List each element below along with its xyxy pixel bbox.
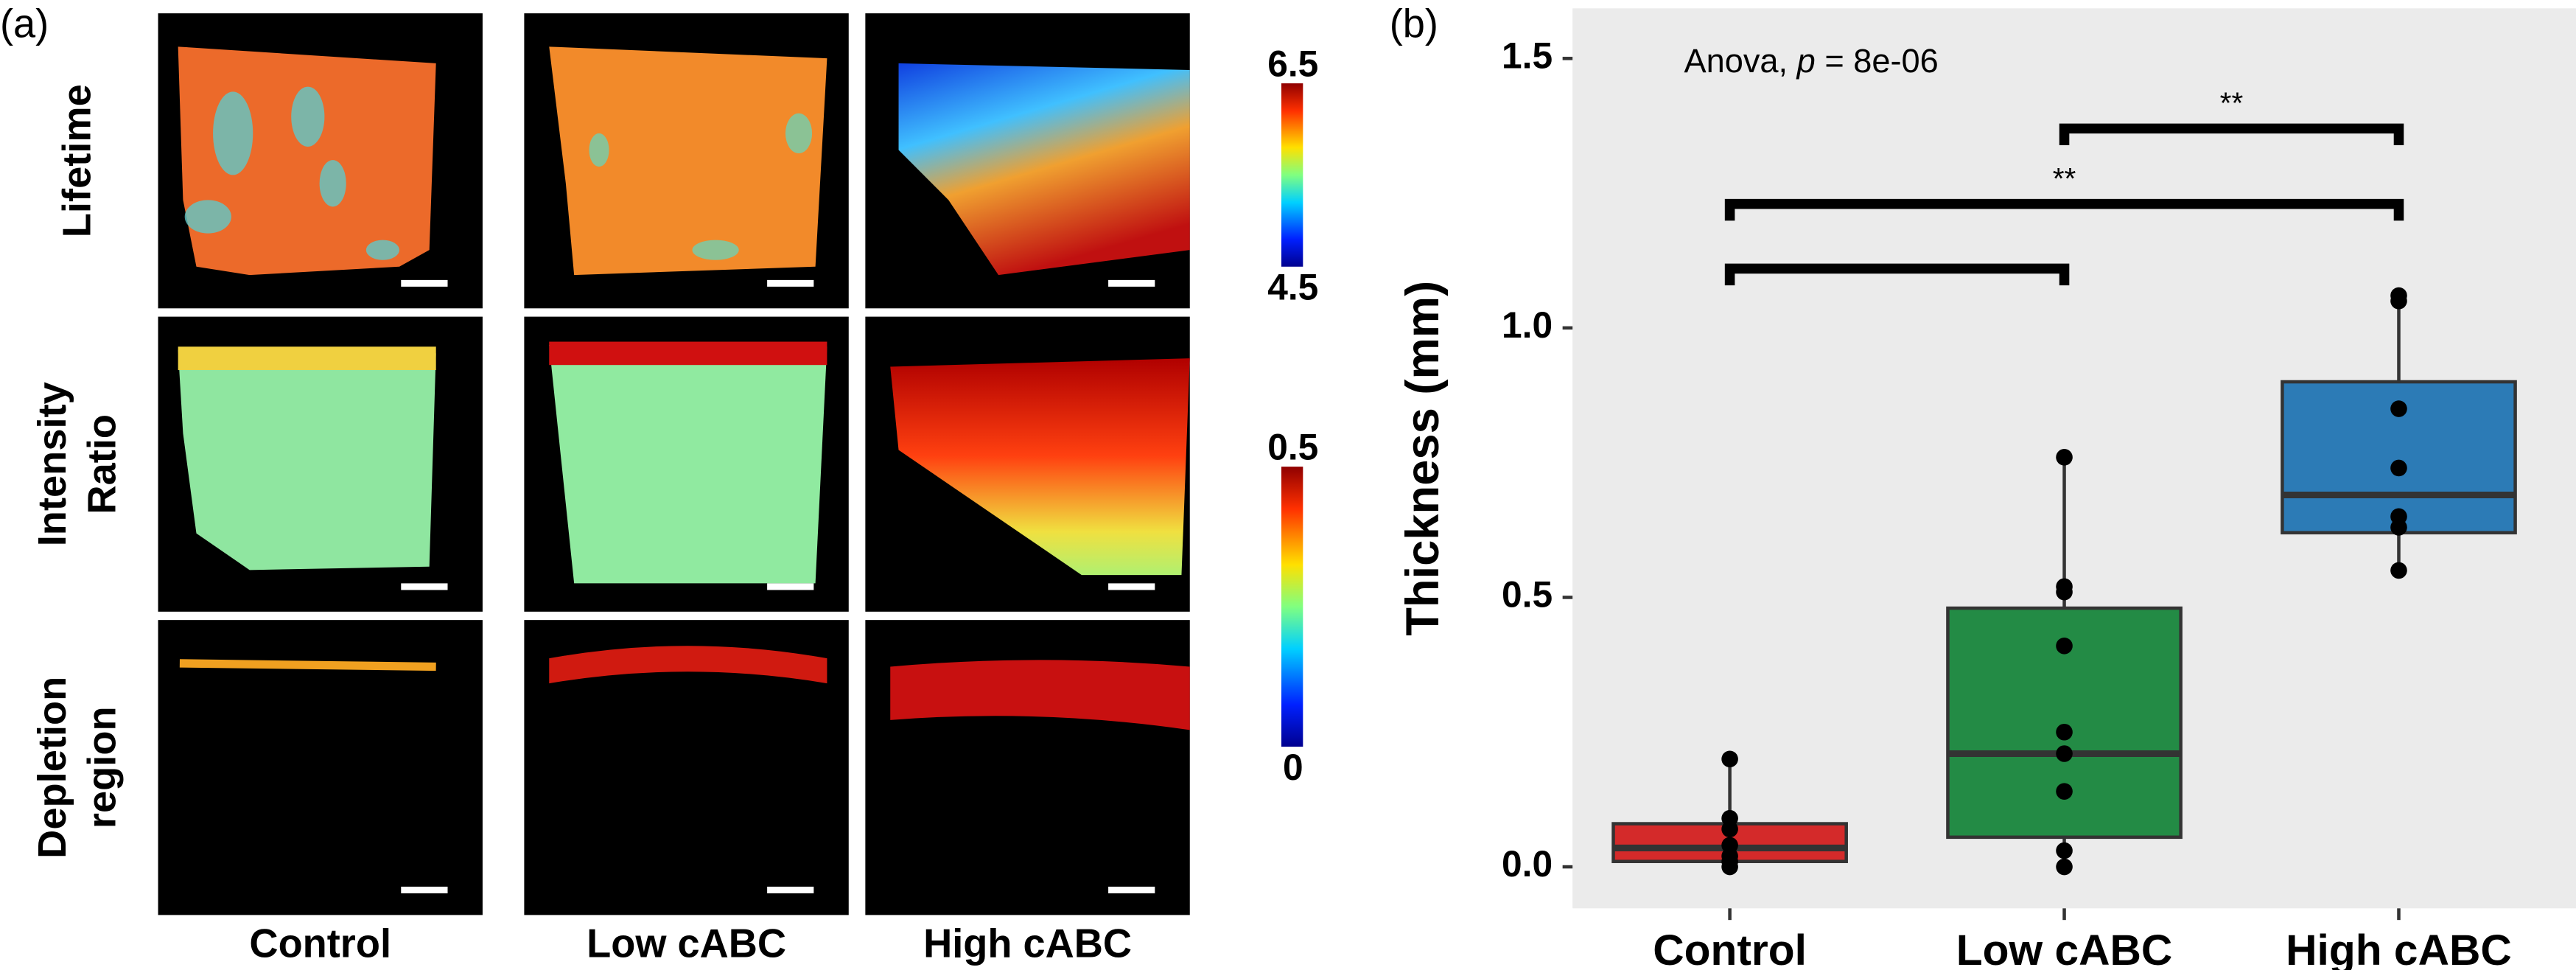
colorbar [1281,83,1303,267]
point [2056,637,2073,655]
colorbar [1281,467,1303,747]
scale-bar [401,886,448,893]
point [2390,562,2407,579]
significance-bracket [1724,263,2070,286]
point [2390,459,2407,477]
tissue-spot [785,113,813,154]
y-tick-label: 0.5 [1502,574,1553,615]
tissue-spot [692,240,739,260]
tissue [549,345,827,584]
significance-bracket [1724,198,2404,221]
point [2390,400,2407,417]
y-tick-label: 1.0 [1502,304,1553,346]
scale-bar [1108,886,1155,893]
panel-label: (a) [0,1,49,46]
annotation-part: p [1796,42,1816,80]
row-label: Ratio [80,414,125,514]
significance-label: ** [2053,161,2076,195]
point [2056,842,2073,859]
scale-bar [767,279,814,287]
scale-bar [1108,279,1155,287]
colorbar-max: 6.5 [1267,43,1318,85]
point [1721,820,1738,838]
column-label: Control [249,922,391,966]
annotation: Anova, p = 8e-06 [1684,42,1938,80]
column-label: High cABC [923,922,1132,966]
significance-label: ** [2220,86,2244,119]
row-label: Depletion [30,677,74,859]
point [1721,858,1738,876]
tissue [549,46,827,276]
point [1721,750,1738,768]
point [2056,745,2073,762]
point [2390,519,2407,536]
tissue-spot [589,133,609,167]
scale-bar [1108,583,1155,590]
depletion [890,660,1190,730]
scale-bar [401,279,448,287]
point [2056,858,2073,876]
tissue-edge [178,346,436,370]
row-label: region [80,706,125,828]
point [2056,449,2073,466]
row-label: Intensity [30,382,74,546]
significance-bracket [2059,123,2404,145]
tissue-spot [291,86,325,147]
y-axis-title: Thickness (mm) [1397,281,1449,636]
colorbar-min: 0 [1283,747,1303,788]
tissue-spot [319,160,346,207]
tissue-spot [365,240,400,260]
column-label: Low cABC [587,922,786,966]
annotation-part: = 8e-06 [1816,42,1939,80]
tissue [890,358,1190,576]
point [2056,583,2073,601]
point [2390,293,2407,310]
tissue [898,63,1190,276]
y-tick-label: 0.0 [1502,843,1553,884]
point [2056,783,2073,800]
scale-bar [767,583,814,590]
tissue-edge [549,341,827,366]
depletion [549,646,827,684]
x-tick-label: High cABC [2286,927,2512,970]
colorbar-min: 4.5 [1267,267,1318,308]
annotation-part: Anova, [1684,42,1796,80]
x-tick-label: Low cABC [1956,927,2173,970]
scale-bar [401,583,448,590]
panel-label: (b) [1390,1,1438,46]
point [2056,723,2073,741]
y-tick-label: 1.5 [1502,35,1553,76]
tissue-spot [213,91,253,175]
depletion [179,659,436,671]
scale-bar [767,886,814,893]
tissue [178,349,436,571]
x-tick-label: Control [1653,927,1807,970]
tissue [178,46,436,276]
colorbar-max: 0.5 [1267,427,1318,468]
row-label: Lifetime [55,84,99,237]
tissue-spot [184,200,231,234]
